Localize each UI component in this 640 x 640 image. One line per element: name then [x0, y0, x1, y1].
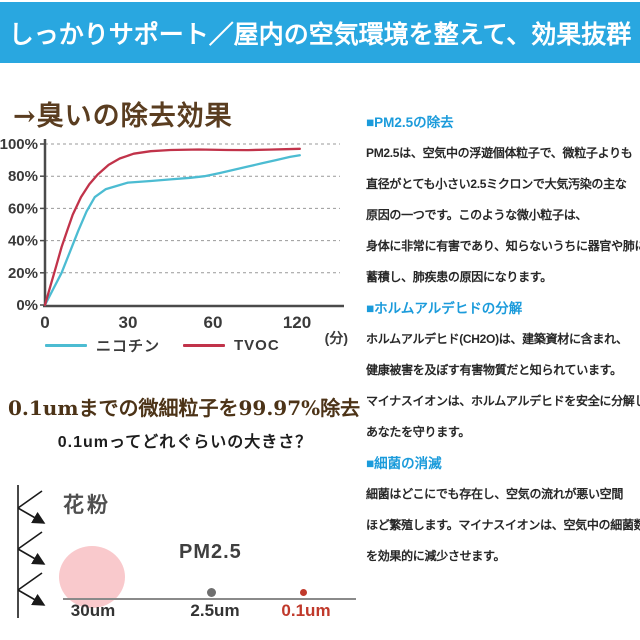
- size-label-0-1um: 0.1um: [281, 601, 331, 620]
- legend-item: ニコチン: [45, 335, 160, 356]
- info-column: ■PM2.5の除去 PM2.5は、空気中の浮遊個体粒子で、微粒子よりも 直径がとても…: [366, 107, 640, 572]
- info-text-line: 細菌はどこにでも存在し、空気の流れが悪い空間: [366, 487, 624, 501]
- particle-heading: 0.1umまでの微細粒子を99.97%除去: [8, 396, 361, 420]
- pm25-label: PM2.5: [179, 541, 242, 563]
- y-tick-label: 60%: [8, 200, 38, 217]
- legend-line-icon: [183, 343, 226, 347]
- top-banner: しっかりサポート／屋内の空気環境を整えて、効果抜群: [0, 2, 640, 63]
- banner-headline: しっかりサポート／屋内の空気環境を整えて、効果抜群: [8, 20, 632, 49]
- particle-subheading: 0.1umってどれぐらいの大きさ？: [57, 434, 313, 451]
- info-text-line: PM2.5は、空気中の浮遊個体粒子で、微粒子よりも: [366, 146, 633, 160]
- x-tick-label: 120: [283, 313, 311, 332]
- chart-series-tvoc: [43, 147, 301, 307]
- size-scale-arrows-icon: [17, 485, 46, 618]
- odor-chart-title: →臭いの除去効果: [13, 101, 233, 132]
- info-text-line: あなたを守ります。: [366, 425, 471, 439]
- y-tick-label: 100%: [0, 136, 38, 153]
- y-tick-label: 40%: [8, 233, 38, 250]
- legend-line-icon: [45, 343, 87, 347]
- info-text-line: 健康被害を及ぼす有害物質だと知られています。: [366, 363, 622, 377]
- info-text-line: 直径がとても小さい2.5ミクロンで大気汚染の主な: [366, 177, 627, 191]
- info-text-line: 身体に非常に有害であり、知らないうちに器官や肺に: [366, 239, 640, 253]
- pollen-circle-icon: [59, 546, 125, 608]
- info-text-line: ホルムアルデヒド(CH2O)は、建築資材に含まれ、: [366, 332, 628, 346]
- legend-item: TVOC: [183, 337, 280, 354]
- legend-label: ニコチン: [96, 337, 161, 355]
- info-text-line: ほど繁殖します。マイナスイオンは、空気中の細菌数: [366, 518, 640, 532]
- size-label-2-5um: 2.5um: [190, 601, 240, 620]
- odor-chart-svg: 0% 20% 40% 60% 80% 100% 0 30 60 120 (分): [0, 136, 348, 346]
- info-text-line: 原因の一つです。このような微小粒子は、: [366, 208, 588, 222]
- chart-legend: ニコチン TVOC: [45, 334, 365, 356]
- x-tick-label: 60: [204, 313, 223, 332]
- info-text-line: を効果的に減少させます。: [366, 549, 506, 563]
- info-text-line: マイナスイオンは、ホルムアルデヒドを安全に分解し、: [366, 394, 640, 408]
- info-section-heading: ■ホルムアルデヒドの分解: [366, 301, 523, 316]
- y-tick-label: 0%: [16, 297, 38, 314]
- pollen-label: 花粉: [63, 492, 111, 517]
- x-axis-unit-label: (分): [325, 330, 348, 346]
- y-tick-label: 20%: [8, 265, 38, 282]
- ultrafine-dot-icon: [300, 589, 307, 596]
- y-tick-label: 80%: [8, 168, 38, 185]
- chart-series-nicotine: [43, 154, 301, 307]
- x-tick-label: 0: [40, 313, 49, 332]
- pm25-dot-icon: [207, 588, 216, 597]
- size-scale-baseline: [63, 598, 356, 600]
- info-section-heading: ■PM2.5の除去: [366, 115, 454, 130]
- info-section-heading: ■細菌の消滅: [366, 456, 442, 471]
- x-tick-label: 30: [119, 313, 138, 332]
- info-text-line: 蓄積し、肺疾患の原因になります。: [366, 270, 553, 284]
- odor-chart-block: 0% 20% 40% 60% 80% 100% 0 30 60 120 (分): [0, 133, 370, 346]
- legend-label: TVOC: [234, 336, 280, 354]
- size-label-30um: 30um: [70, 601, 116, 620]
